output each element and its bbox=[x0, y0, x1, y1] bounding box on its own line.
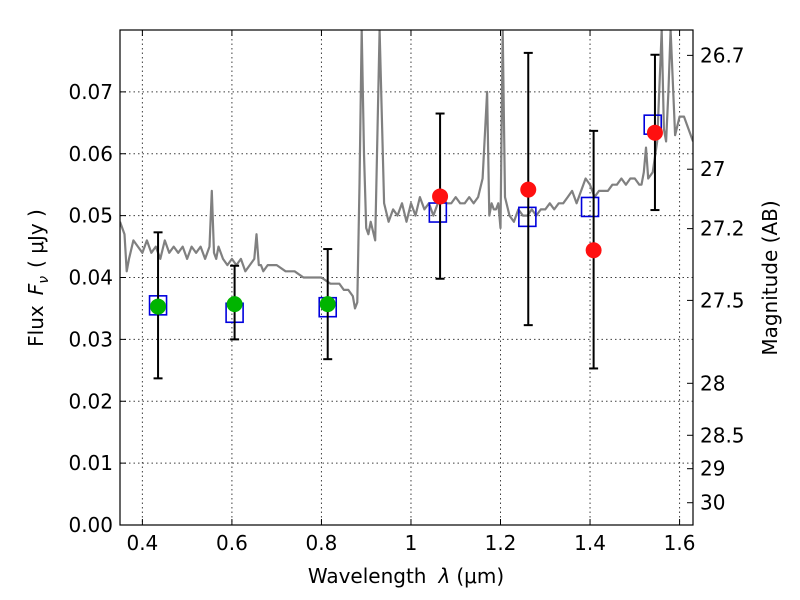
y-tick-label: 0.04 bbox=[68, 266, 113, 290]
axis-ticks: 0.4 0.6 0.8 1 1.2 1.4 1.6 0.00 0.01 0.02 0.03 0.04 0… bbox=[68, 30, 745, 555]
red-data-point bbox=[520, 181, 537, 198]
x-tick-label: 1.6 bbox=[664, 531, 696, 555]
x-tick-label: 0.6 bbox=[216, 531, 248, 555]
y-axis-label: FluxFν( μJy ) bbox=[24, 209, 52, 347]
y-tick-label: 0.05 bbox=[68, 204, 113, 228]
y-tick-label: 0.00 bbox=[68, 513, 113, 537]
y2-tick-label: 26.7 bbox=[700, 43, 745, 67]
x-tick-label: 1 bbox=[405, 531, 418, 555]
x-tick-label: 1.4 bbox=[574, 531, 606, 555]
y2-tick-label: 27.2 bbox=[700, 217, 745, 241]
y-tick-label: 0.07 bbox=[68, 80, 113, 104]
green-data-point bbox=[226, 296, 243, 313]
plot-area bbox=[120, 30, 693, 380]
y-tick-label: 0.06 bbox=[68, 142, 113, 166]
red-data-point bbox=[585, 242, 602, 259]
y2-tick-label: 27.5 bbox=[700, 288, 745, 312]
red-data-point bbox=[432, 188, 449, 205]
x-tick-label: 0.4 bbox=[126, 531, 158, 555]
spectrum-line bbox=[120, 30, 693, 310]
y2-axis-label: Magnitude (AB) bbox=[758, 200, 782, 355]
model-square-marker bbox=[580, 196, 600, 218]
x-tick-label: 1.2 bbox=[485, 531, 517, 555]
x-axis-label: Wavelength λ (μm) bbox=[308, 564, 504, 588]
green-data-point bbox=[150, 298, 167, 315]
y-tick-label: 0.03 bbox=[68, 327, 113, 351]
grid bbox=[120, 30, 693, 525]
x-tick-label: 0.8 bbox=[306, 531, 338, 555]
y2-tick-label: 30 bbox=[700, 491, 725, 515]
y2-tick-label: 28.5 bbox=[700, 423, 745, 447]
y-tick-label: 0.01 bbox=[68, 451, 113, 475]
y-tick-label: 0.02 bbox=[68, 389, 113, 413]
y2-tick-label: 27 bbox=[700, 157, 725, 181]
y2-tick-label: 28 bbox=[700, 371, 725, 395]
y2-tick-label: 29 bbox=[700, 457, 725, 481]
red-data-point bbox=[646, 124, 663, 141]
green-data-point bbox=[319, 296, 336, 313]
